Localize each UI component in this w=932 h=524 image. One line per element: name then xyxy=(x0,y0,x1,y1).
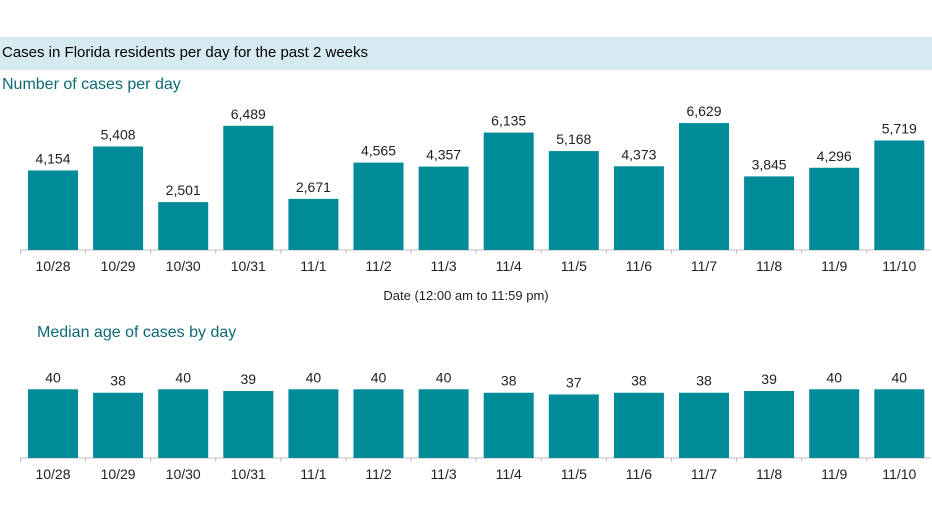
cases-bar xyxy=(288,198,339,250)
cases-value-label: 4,565 xyxy=(361,143,396,159)
header-band xyxy=(0,37,932,70)
median-age-bar xyxy=(613,392,664,458)
cases-category-label: 10/29 xyxy=(101,258,136,274)
cases-value-label: 6,135 xyxy=(491,113,526,129)
median-age-value-label: 40 xyxy=(892,369,908,385)
median-age-bar xyxy=(548,394,599,458)
cases-value-label: 4,357 xyxy=(426,147,461,163)
median-age-value-label: 40 xyxy=(436,369,452,385)
median-age-category-label: 11/8 xyxy=(756,466,782,482)
cases-bar xyxy=(613,166,664,250)
median-age-bar xyxy=(353,389,404,458)
cases-value-label: 2,671 xyxy=(296,179,331,195)
median-age-category-label: 10/28 xyxy=(35,466,70,482)
median-age-category-label: 11/10 xyxy=(882,466,916,482)
cases-bar-chart: 4,154 10/28 5,408 10/29 2,501 10/30 6,489 10/31… xyxy=(19,103,930,274)
cases-bar xyxy=(93,146,144,250)
median-age-category-label: 11/9 xyxy=(821,466,847,482)
median-age-bar xyxy=(28,389,78,458)
cases-bar xyxy=(418,166,469,250)
median-age-category-label: 11/6 xyxy=(626,466,652,482)
median-age-value-label: 38 xyxy=(501,373,517,389)
cases-category-label: 10/31 xyxy=(231,258,266,274)
cases-value-label: 4,154 xyxy=(35,150,70,166)
median-age-category-label: 10/31 xyxy=(231,466,266,482)
cases-category-label: 11/10 xyxy=(882,258,916,274)
cases-bar xyxy=(744,176,795,250)
median-age-value-label: 40 xyxy=(826,369,842,385)
cases-value-label: 2,501 xyxy=(166,182,201,198)
cases-category-label: 10/30 xyxy=(166,258,201,274)
cases-category-label: 11/2 xyxy=(365,258,391,274)
cases-value-label: 4,373 xyxy=(621,146,656,162)
median-age-bar xyxy=(288,389,339,458)
median-age-bar xyxy=(809,389,860,458)
cases-chart-title: Number of cases per day xyxy=(2,76,181,93)
cases-x-axis-title: Date (12:00 am to 11:59 pm) xyxy=(383,288,549,303)
cases-value-label: 4,296 xyxy=(817,148,852,164)
cases-category-label: 11/9 xyxy=(821,258,847,274)
median-age-category-label: 11/1 xyxy=(300,466,326,482)
median-age-value-label: 40 xyxy=(45,369,61,385)
median-age-category-label: 10/29 xyxy=(101,466,136,482)
median-age-category-label: 11/2 xyxy=(365,466,391,482)
median-age-bar xyxy=(483,392,534,458)
cases-bar xyxy=(874,140,925,250)
median-age-value-label: 38 xyxy=(696,373,712,389)
median-age-value-label: 38 xyxy=(110,373,126,389)
median-age-category-label: 11/4 xyxy=(496,466,522,482)
cases-value-label: 5,168 xyxy=(556,131,591,147)
median-age-category-label: 11/5 xyxy=(561,466,587,482)
cases-bar xyxy=(809,167,860,250)
cases-category-label: 11/4 xyxy=(496,258,522,274)
cases-value-label: 6,629 xyxy=(686,103,721,119)
cases-category-label: 11/1 xyxy=(300,258,326,274)
median-age-value-label: 38 xyxy=(631,373,647,389)
cases-category-label: 11/7 xyxy=(691,258,717,274)
median-age-value-label: 40 xyxy=(306,369,322,385)
page-title: Cases in Florida residents per day for t… xyxy=(2,44,369,61)
cases-bar xyxy=(483,132,534,250)
cases-bar xyxy=(158,202,209,250)
cases-category-label: 11/8 xyxy=(756,258,782,274)
cases-bar xyxy=(679,123,729,250)
cases-value-label: 3,845 xyxy=(752,156,787,172)
median-age-category-label: 10/30 xyxy=(166,466,201,482)
median-age-bar xyxy=(418,389,469,458)
cases-category-label: 11/5 xyxy=(561,258,587,274)
median-age-bar xyxy=(744,391,795,458)
median-age-value-label: 39 xyxy=(241,371,257,387)
cases-bar xyxy=(28,170,78,250)
cases-value-label: 5,719 xyxy=(882,121,917,137)
median-age-bar xyxy=(93,392,144,458)
cases-bar xyxy=(548,151,599,250)
cases-value-label: 6,489 xyxy=(231,106,266,122)
cases-category-label: 11/3 xyxy=(430,258,456,274)
cases-category-label: 11/6 xyxy=(626,258,652,274)
median-age-bar-chart: 40 10/28 38 10/29 40 10/30 39 10/31 40 11/1 40 11/2… xyxy=(19,369,930,482)
cases-bar xyxy=(223,125,274,250)
cases-value-label: 5,408 xyxy=(101,126,136,142)
median-age-value-label: 37 xyxy=(566,374,582,390)
median-age-value-label: 40 xyxy=(371,369,387,385)
median-age-bar xyxy=(223,391,274,458)
median-age-category-label: 11/7 xyxy=(691,466,717,482)
cases-bar xyxy=(353,162,404,250)
median-age-bar xyxy=(874,389,925,458)
median-age-bar xyxy=(158,389,209,458)
median-age-bar xyxy=(679,392,729,458)
median-age-value-label: 39 xyxy=(761,371,777,387)
median-age-chart-title: Median age of cases by day xyxy=(37,324,237,341)
cases-category-label: 10/28 xyxy=(35,258,70,274)
median-age-category-label: 11/3 xyxy=(430,466,456,482)
median-age-value-label: 40 xyxy=(175,369,191,385)
